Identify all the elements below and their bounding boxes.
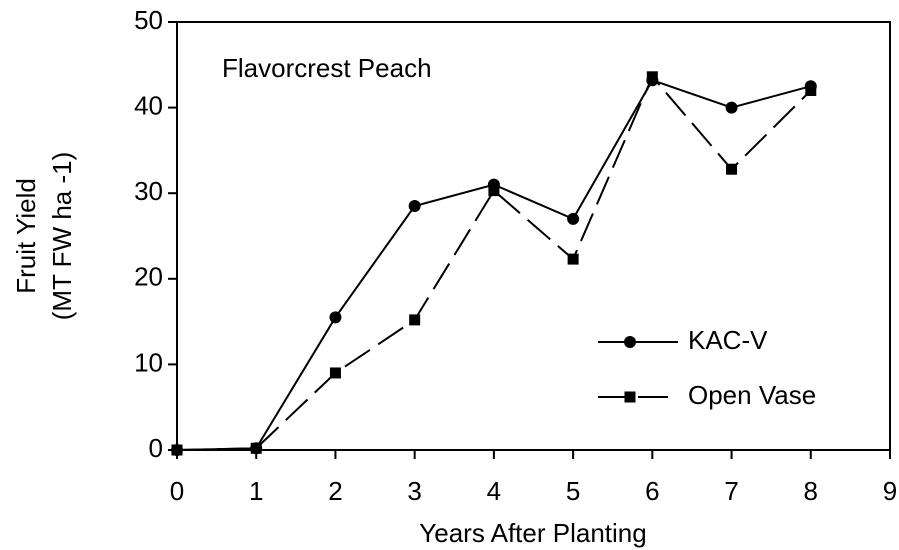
- marker: [805, 84, 817, 96]
- y-axis-label: (MT FW ha -1): [47, 152, 77, 321]
- x-tick-label: 0: [170, 476, 184, 506]
- marker: [488, 185, 500, 197]
- marker: [250, 442, 262, 454]
- marker: [725, 101, 738, 114]
- legend-marker: [624, 336, 636, 348]
- y-tick-label: 0: [149, 433, 163, 463]
- x-tick-label: 2: [328, 476, 342, 506]
- marker: [329, 367, 341, 379]
- y-tick-label: 10: [134, 347, 163, 377]
- marker: [408, 200, 421, 213]
- x-tick-label: 8: [804, 476, 818, 506]
- x-tick-label: 6: [645, 476, 659, 506]
- y-tick-label: 20: [134, 262, 163, 292]
- legend-label: KAC-V: [688, 325, 768, 355]
- marker: [726, 163, 738, 175]
- marker: [567, 212, 580, 225]
- y-tick-label: 30: [134, 176, 163, 206]
- marker: [329, 311, 342, 324]
- series-line: [176, 74, 812, 451]
- legend-label: Open Vase: [688, 380, 816, 410]
- marker: [646, 71, 658, 83]
- plot-frame: [176, 21, 891, 451]
- x-tick-label: 9: [883, 476, 897, 506]
- legend-marker: [624, 391, 636, 403]
- x-tick-label: 4: [487, 476, 501, 506]
- x-axis-label: Years After Planting: [419, 518, 646, 548]
- y-tick-label: 40: [134, 90, 163, 120]
- x-tick-label: 5: [566, 476, 580, 506]
- annotation: Flavorcrest Peach: [222, 53, 432, 83]
- x-tick-label: 7: [724, 476, 738, 506]
- y-axis-label: Fruit Yield: [11, 178, 41, 294]
- y-tick-label: 50: [134, 5, 163, 35]
- x-tick-label: 1: [249, 476, 263, 506]
- x-tick-label: 3: [407, 476, 421, 506]
- marker: [409, 314, 421, 326]
- marker: [171, 444, 183, 456]
- marker: [567, 253, 579, 265]
